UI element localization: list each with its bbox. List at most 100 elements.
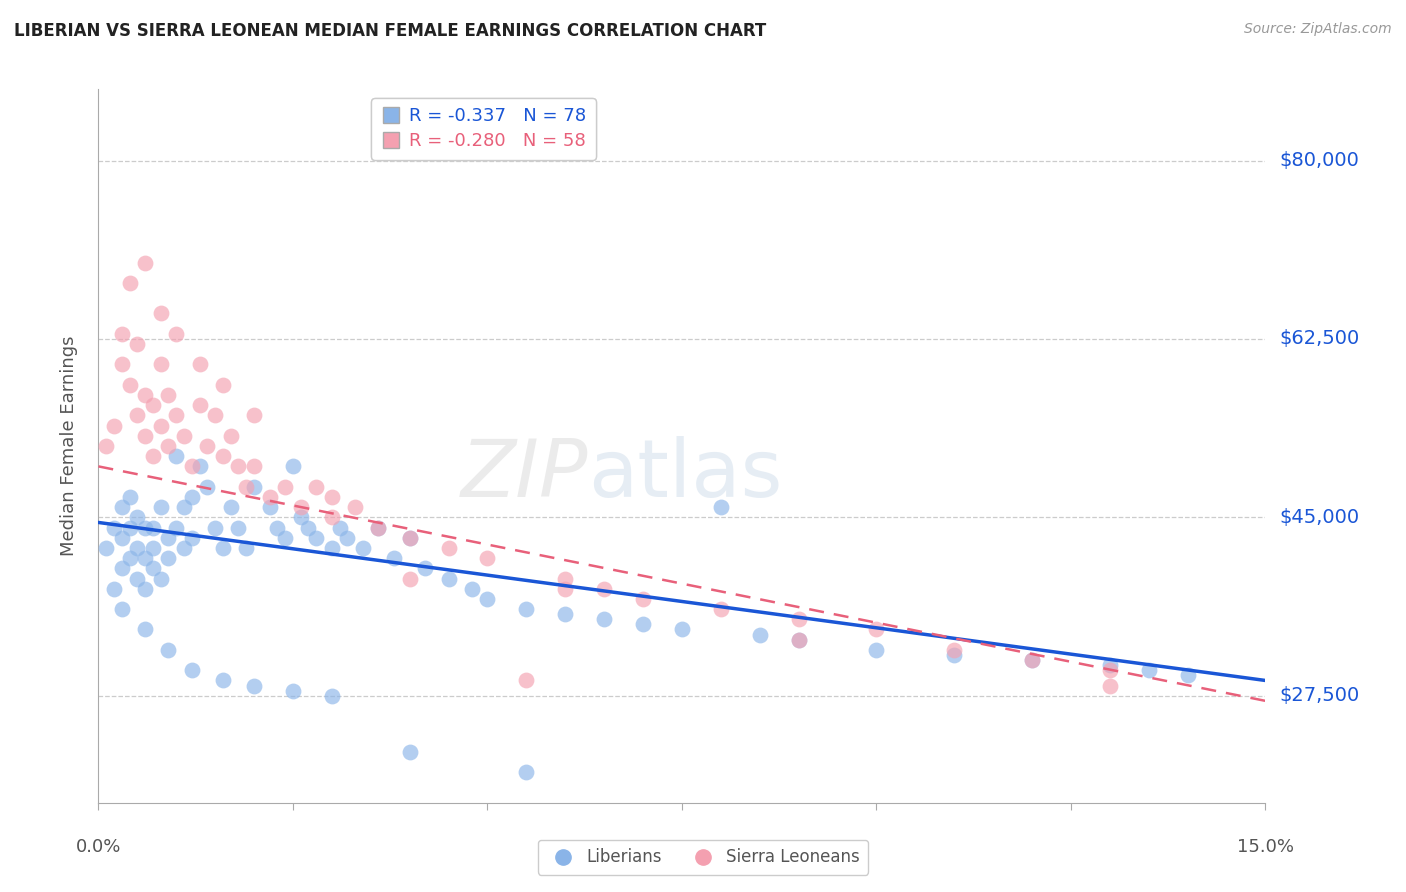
Point — [204, 520, 226, 534]
Point — [243, 459, 266, 474]
Point — [787, 632, 810, 647]
Point — [321, 510, 343, 524]
Point — [631, 591, 654, 606]
Point — [787, 612, 810, 626]
Point — [554, 582, 576, 596]
Point — [149, 500, 172, 515]
Point — [671, 623, 693, 637]
Point — [274, 531, 297, 545]
Point — [398, 572, 420, 586]
Point — [157, 531, 180, 545]
Point — [134, 551, 156, 566]
Point — [398, 531, 420, 545]
Point — [195, 480, 218, 494]
Point — [188, 398, 211, 412]
Point — [1098, 679, 1121, 693]
Point — [134, 623, 156, 637]
Point — [710, 602, 733, 616]
Point — [103, 582, 125, 596]
Point — [142, 561, 165, 575]
Point — [943, 643, 966, 657]
Point — [212, 541, 235, 555]
Point — [180, 531, 202, 545]
Point — [188, 358, 211, 372]
Point — [367, 520, 389, 534]
Point — [515, 602, 537, 616]
Point — [305, 531, 328, 545]
Point — [173, 541, 195, 555]
Point — [865, 643, 887, 657]
Point — [398, 745, 420, 759]
Text: atlas: atlas — [589, 435, 783, 514]
Point — [195, 439, 218, 453]
Point — [437, 572, 460, 586]
Point — [173, 429, 195, 443]
Text: ZIP: ZIP — [461, 435, 589, 514]
Point — [1177, 668, 1199, 682]
Point — [142, 398, 165, 412]
Point — [118, 520, 141, 534]
Point — [212, 377, 235, 392]
Point — [631, 617, 654, 632]
Point — [134, 520, 156, 534]
Point — [212, 449, 235, 463]
Point — [142, 520, 165, 534]
Point — [142, 541, 165, 555]
Text: Source: ZipAtlas.com: Source: ZipAtlas.com — [1244, 22, 1392, 37]
Point — [554, 572, 576, 586]
Text: $45,000: $45,000 — [1279, 508, 1360, 527]
Point — [281, 683, 304, 698]
Point — [515, 673, 537, 688]
Point — [865, 623, 887, 637]
Point — [943, 648, 966, 662]
Point — [96, 541, 118, 555]
Point — [111, 602, 134, 616]
Text: $27,500: $27,500 — [1279, 686, 1360, 706]
Point — [352, 541, 374, 555]
Point — [118, 377, 141, 392]
Point — [134, 255, 156, 269]
Point — [243, 480, 266, 494]
Point — [290, 500, 312, 515]
Point — [118, 551, 141, 566]
Point — [274, 480, 297, 494]
Point — [96, 439, 118, 453]
Legend: R = -0.337   N = 78, R = -0.280   N = 58: R = -0.337 N = 78, R = -0.280 N = 58 — [371, 98, 596, 160]
Legend: Liberians, Sierra Leoneans: Liberians, Sierra Leoneans — [537, 840, 869, 875]
Point — [165, 520, 187, 534]
Point — [321, 490, 343, 504]
Point — [235, 541, 257, 555]
Point — [321, 541, 343, 555]
Point — [188, 459, 211, 474]
Point — [321, 689, 343, 703]
Point — [1098, 658, 1121, 673]
Point — [142, 449, 165, 463]
Point — [228, 459, 250, 474]
Point — [173, 500, 195, 515]
Point — [243, 679, 266, 693]
Point — [1021, 653, 1043, 667]
Point — [710, 500, 733, 515]
Point — [157, 439, 180, 453]
Point — [165, 326, 187, 341]
Point — [180, 490, 202, 504]
Point — [118, 490, 141, 504]
Point — [297, 520, 319, 534]
Point — [477, 551, 499, 566]
Point — [149, 418, 172, 433]
Point — [461, 582, 484, 596]
Point — [111, 561, 134, 575]
Point — [593, 612, 616, 626]
Point — [219, 429, 242, 443]
Point — [180, 663, 202, 677]
Point — [413, 561, 436, 575]
Point — [219, 500, 242, 515]
Point — [111, 500, 134, 515]
Point — [165, 409, 187, 423]
Text: $62,500: $62,500 — [1279, 329, 1360, 349]
Point — [344, 500, 367, 515]
Point — [382, 551, 405, 566]
Point — [787, 632, 810, 647]
Point — [103, 520, 125, 534]
Point — [149, 306, 172, 320]
